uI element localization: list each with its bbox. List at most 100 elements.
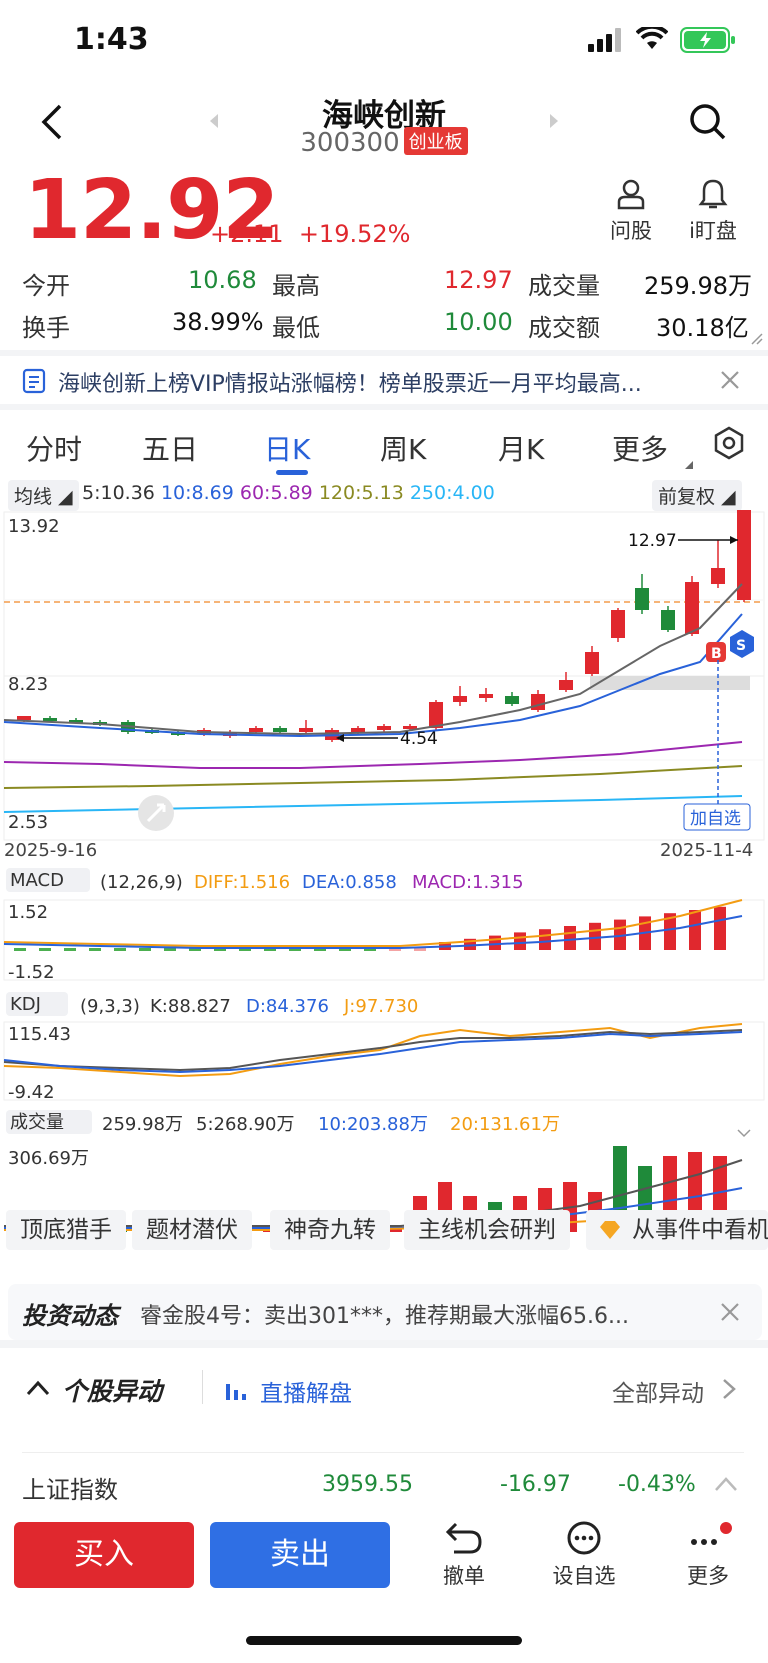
notice-text: 海峡创新上榜VIP情报站涨幅榜！榜单股票近一月平均最高...: [58, 372, 642, 397]
macd-selector[interactable]: [6, 868, 90, 892]
investment-news-text: 睿金股4号：卖出301***，推荐期最大涨幅65.6...: [140, 1304, 629, 1329]
volume-current: 259.98万: [102, 1114, 183, 1135]
all-movers-link[interactable]: 全部异动: [612, 1381, 704, 1407]
back-icon[interactable]: [40, 102, 64, 142]
period-tabs: 分时 五日 日K 周K 月K 更多: [0, 404, 768, 475]
prev-stock-icon[interactable]: [208, 112, 220, 130]
candle-body: [505, 696, 519, 704]
macd-bar: [664, 913, 676, 950]
macd-y-top: 1.52: [8, 902, 48, 923]
ma10-line: [3, 613, 743, 738]
tab-daily-k[interactable]: 日K: [264, 433, 311, 466]
macd-bar: [339, 948, 351, 951]
candle-body: [531, 694, 545, 710]
add-watchlist-button[interactable]: 设自选: [548, 1520, 620, 1590]
investment-news-bar[interactable]: 投资动态 睿金股4号：卖出301***，推荐期最大涨幅65.6...: [8, 1284, 762, 1340]
high-marker-arrowhead: [730, 536, 738, 544]
macd-bar: [164, 948, 176, 951]
chart-canvas[interactable]: 12.97 4.54 B S 加自选 13.92 8.23 2.53 2025-…: [0, 510, 768, 1235]
signal-icon: [588, 28, 621, 52]
index-change: -16.97: [500, 1472, 571, 1497]
high-label: 最高: [272, 272, 320, 300]
more-triangle-icon: [685, 461, 693, 469]
pill-bottom-hunter[interactable]: 顶底猎手: [6, 1210, 126, 1250]
ma5-line: [3, 583, 743, 736]
more-button[interactable]: 更多: [672, 1520, 744, 1590]
buy-mark[interactable]: [706, 642, 726, 662]
investment-news-title: 投资动态: [22, 1302, 118, 1330]
macd-bar: [14, 948, 26, 951]
add-watchlist-label: 设自选: [552, 1564, 616, 1588]
tab-weekly-k[interactable]: 周K: [380, 433, 427, 466]
low-marker-arrowhead: [336, 734, 344, 742]
pill-magic-nine[interactable]: 神奇九转: [270, 1210, 390, 1250]
ma120-line: [3, 765, 743, 789]
low-value: 10.00: [444, 308, 513, 336]
volume-selector[interactable]: [6, 1110, 92, 1134]
tab-more[interactable]: 更多: [612, 433, 669, 466]
volume-label: 成交量: [528, 272, 600, 300]
macd-bar: [389, 948, 401, 951]
kdj-params: (9,3,3): [80, 996, 140, 1017]
ask-stock-button[interactable]: 问股: [596, 178, 666, 245]
high-value: 12.97: [444, 266, 513, 294]
ma-values: 5:10.36 10:8.69 60:5.89 120:5.13 250:4.0…: [82, 482, 495, 504]
pill-event-view-label: 从事件中看机: [632, 1217, 768, 1243]
amount-label: 成交额: [528, 314, 600, 342]
tab-monthly-k[interactable]: 月K: [498, 433, 545, 466]
macd-bar: [39, 948, 51, 951]
tab-active-indicator: [276, 470, 308, 475]
expand-corner-icon[interactable]: [750, 332, 764, 346]
ma-label: 均线: [14, 486, 53, 508]
macd-params: (12,26,9): [100, 872, 183, 893]
settings-icon[interactable]: [712, 426, 746, 460]
sell-button[interactable]: 卖出: [210, 1522, 390, 1588]
ma10: 10:8.69: [160, 482, 234, 504]
cancel-order-button[interactable]: 撤单: [428, 1520, 500, 1590]
macd-bar: [364, 948, 376, 951]
live-analysis-link[interactable]: 直播解盘: [260, 1381, 352, 1407]
tab-timeshare[interactable]: 分时: [26, 433, 83, 466]
macd-diff: DIFF:1.516: [194, 872, 290, 893]
close-icon[interactable]: [720, 1302, 740, 1322]
candle-body: [249, 728, 263, 732]
zoom-icon: [146, 803, 166, 823]
y-axis-mid: 8.23: [8, 674, 48, 695]
divider: [202, 1370, 203, 1404]
candle-body: [611, 610, 625, 638]
candle-body: [43, 718, 57, 721]
chevron-up-icon[interactable]: [26, 1380, 50, 1396]
document-icon: [22, 368, 46, 394]
kdj-selector[interactable]: [6, 992, 68, 1016]
pill-event-view[interactable]: 从事件中看机: [586, 1210, 768, 1250]
add-watch-tag[interactable]: [683, 803, 751, 831]
macd-bar: [139, 948, 151, 951]
volume-y-top: 306.69万: [8, 1148, 89, 1169]
kdj-k-line: [3, 1029, 743, 1072]
next-stock-icon[interactable]: [548, 112, 560, 130]
volume-label-text: 成交量: [10, 1112, 64, 1133]
ma-selector[interactable]: 均线 ◢: [8, 480, 79, 511]
pill-main-theme[interactable]: 主线机会研判: [404, 1210, 570, 1250]
notice-bar[interactable]: 海峡创新上榜VIP情报站涨幅榜！榜单股票近一月平均最高...: [0, 350, 768, 402]
candle-body: [377, 726, 391, 730]
adjust-label: 前复权: [658, 486, 716, 508]
tab-five-day[interactable]: 五日: [142, 433, 199, 466]
macd-bar: [464, 938, 476, 950]
search-icon[interactable]: [688, 102, 728, 142]
chevron-up-icon[interactable]: [714, 1476, 738, 1492]
open-value: 10.68: [188, 266, 257, 294]
adjust-selector[interactable]: 前复权 ◢: [652, 480, 742, 511]
candle-body: [17, 716, 31, 720]
volume-collapse-icon[interactable]: [737, 1129, 751, 1138]
watch-label: i盯盘: [689, 219, 737, 243]
buy-button[interactable]: 买入: [14, 1522, 194, 1588]
low-label: 最低: [272, 314, 320, 342]
chat-dots-icon: [567, 1521, 601, 1555]
support-zone: [590, 676, 750, 690]
close-icon[interactable]: [720, 370, 740, 390]
watch-button[interactable]: i盯盘: [678, 178, 748, 245]
pill-theme-ambush[interactable]: 题材潜伏: [132, 1210, 252, 1250]
candle-body: [661, 610, 675, 630]
sell-mark[interactable]: [730, 630, 754, 658]
